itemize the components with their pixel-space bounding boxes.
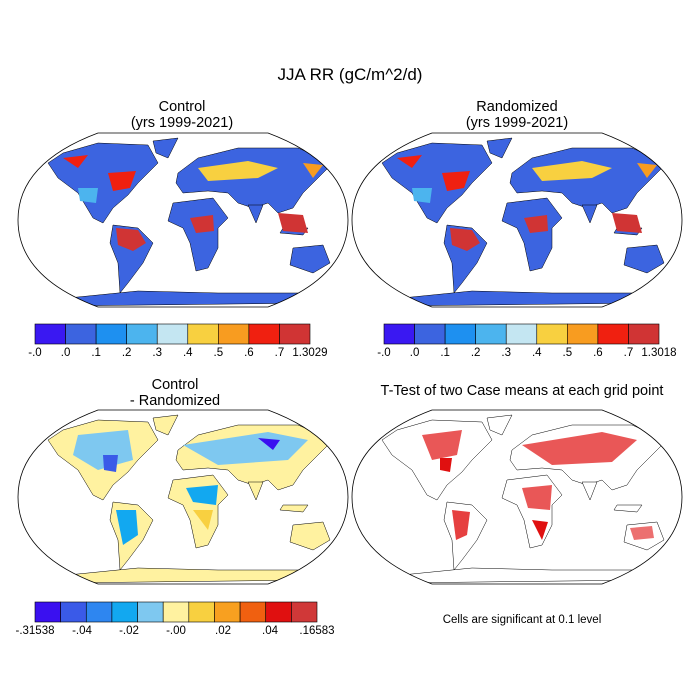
colorbar-box <box>95 323 127 345</box>
colorbar-box <box>65 323 97 345</box>
colorbar-label: .1 <box>440 347 450 359</box>
map <box>351 409 683 585</box>
colorbar-label: .1 <box>91 347 101 359</box>
colorbar-box <box>291 601 318 623</box>
colorbar-label: .5 <box>563 347 573 359</box>
colorbar-box <box>34 601 61 623</box>
colorbar-box <box>214 601 241 623</box>
colorbar-box <box>162 601 190 623</box>
colorbar-label: .0 <box>61 347 71 359</box>
colorbar-box <box>265 601 292 623</box>
colorbar: -.0 .0 .1 .2 .3 .4 .5 .6 .7 1.3029 <box>28 323 328 359</box>
colorbar-box <box>126 323 158 345</box>
panel-title: Control <box>152 377 199 393</box>
colorbar-box <box>628 323 660 345</box>
colorbar-box <box>536 323 568 345</box>
colorbar-label: .04 <box>262 625 279 637</box>
colorbar-label: .2 <box>471 347 481 359</box>
map <box>17 409 349 585</box>
colorbar-label: -.02 <box>119 625 139 637</box>
panel-title: T-Test of two Case means at each grid po… <box>381 383 664 399</box>
colorbar-label: -.0 <box>377 347 390 359</box>
colorbar-label: -.00 <box>166 625 186 637</box>
colorbar-box <box>60 601 87 623</box>
colorbar-box <box>187 323 219 345</box>
colorbar-box <box>156 323 189 345</box>
colorbar: -.0 .0 .1 .2 .3 .4 .5 .6 .7 1.3018 <box>377 323 677 359</box>
colorbar-label: -.04 <box>72 625 92 637</box>
panel-subtitle: (yrs 1999-2021) <box>466 115 568 131</box>
figure-title: JJA RR (gC/m^2/d) <box>278 65 423 84</box>
colorbar-box <box>475 323 507 345</box>
panel-title: Randomized <box>476 99 557 115</box>
colorbar-label: -.0 <box>28 347 41 359</box>
colorbar-label: .6 <box>244 347 254 359</box>
colorbar-label: .02 <box>215 625 231 637</box>
note: Cells are significant at 0.1 level <box>443 614 602 626</box>
colorbar-box <box>414 323 446 345</box>
colorbar-box <box>383 323 415 345</box>
colorbar-label: .3 <box>501 347 511 359</box>
map <box>17 132 349 308</box>
colorbar-box <box>279 323 311 345</box>
colorbar-label: 1.3029 <box>292 347 327 359</box>
colorbar-label: .16583 <box>299 625 334 637</box>
colorbar-box <box>137 601 164 623</box>
colorbar-box <box>248 323 280 345</box>
panel-title: Control <box>159 99 206 115</box>
colorbar-box <box>85 601 113 623</box>
colorbar-label: .4 <box>183 347 193 359</box>
colorbar-label: 1.3018 <box>641 347 676 359</box>
colorbar-label: .0 <box>410 347 420 359</box>
colorbar-box <box>444 323 476 345</box>
colorbar-box <box>505 323 538 345</box>
colorbar-box <box>567 323 599 345</box>
colorbar-box <box>597 323 629 345</box>
panel-subtitle: - Randomized <box>130 393 220 409</box>
colorbar: -.31538 -.04 -.02 -.00 .02 .04 .16583 <box>15 601 335 637</box>
colorbar-label: .7 <box>624 347 634 359</box>
colorbar-box <box>218 323 250 345</box>
panel-subtitle: (yrs 1999-2021) <box>131 115 233 131</box>
colorbar-label: .3 <box>152 347 162 359</box>
colorbar-box <box>239 601 267 623</box>
colorbar-box <box>34 323 66 345</box>
colorbar-label: -.31538 <box>15 625 54 637</box>
map <box>351 132 683 308</box>
colorbar-label: .4 <box>532 347 542 359</box>
colorbar-label: .6 <box>593 347 603 359</box>
colorbar-box <box>188 601 215 623</box>
colorbar-label: .5 <box>214 347 224 359</box>
colorbar-label: .7 <box>275 347 285 359</box>
colorbar-box <box>111 601 138 623</box>
colorbar-label: .2 <box>122 347 132 359</box>
